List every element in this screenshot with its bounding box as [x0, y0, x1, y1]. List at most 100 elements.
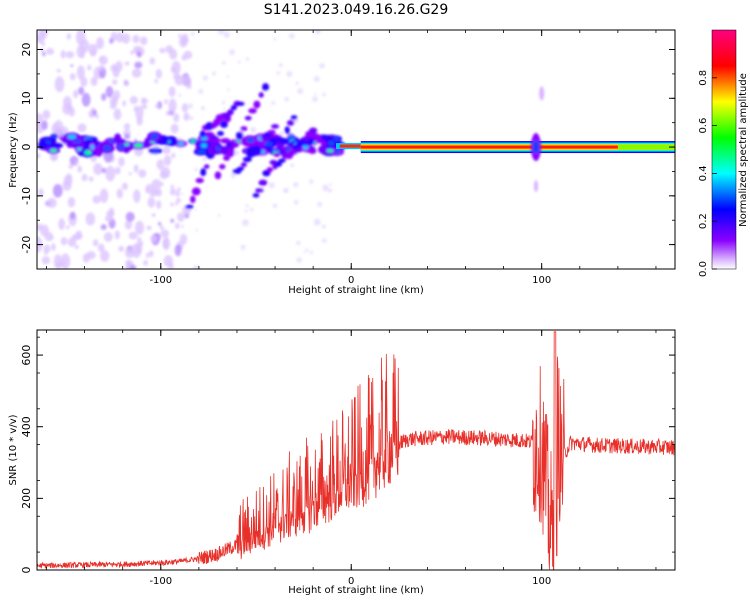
noise-blob	[45, 48, 55, 55]
noise-blob	[327, 188, 333, 193]
noise-blob	[81, 173, 88, 182]
noise-blob	[78, 86, 85, 95]
snr-background	[37, 330, 675, 570]
noise-blob	[304, 250, 307, 254]
noise-blob	[112, 95, 118, 104]
noise-blob	[317, 201, 323, 207]
streak-blob	[258, 92, 264, 98]
noise-blob	[233, 150, 240, 156]
noise-blob	[287, 186, 290, 189]
noise-blob	[309, 179, 314, 184]
noise-blob	[70, 64, 74, 67]
noise-blob	[124, 80, 130, 87]
spectrogram-y-tick-label: 0	[20, 144, 33, 151]
streak-blob	[195, 177, 204, 184]
noise-blob	[164, 99, 168, 105]
noise-blob	[186, 84, 192, 89]
snr-series-line	[37, 331, 675, 570]
streak-blob	[242, 156, 252, 163]
snr-ylabel: SNR (10 * v/v)	[8, 414, 19, 485]
noise-blob	[134, 61, 143, 69]
noise-blob	[60, 253, 71, 269]
streak-blob	[290, 115, 298, 120]
noise-blob	[170, 123, 179, 134]
noise-blob	[155, 103, 159, 109]
noise-blob	[104, 215, 114, 222]
noise-blob	[121, 182, 128, 191]
noise-blob	[101, 167, 107, 173]
noise-blob	[156, 200, 162, 209]
snr-y-tick-label: 200	[20, 488, 33, 509]
noise-blob	[111, 79, 118, 85]
noise-blob	[76, 65, 85, 80]
streak-blob	[309, 127, 318, 134]
noise-blob	[178, 33, 182, 38]
noise-blob	[190, 31, 195, 36]
streak-blob	[244, 115, 252, 121]
noise-blob	[293, 199, 299, 205]
band-core	[90, 144, 95, 150]
streak-blob	[258, 179, 268, 186]
noise-blob	[211, 71, 217, 76]
colorbar-tick-label: 0.4	[698, 165, 709, 181]
noise-blob	[139, 240, 144, 247]
colorbar-ticks: 0.0 0.2 0.4 0.6 0.8	[698, 70, 717, 277]
noise-blob	[136, 51, 142, 58]
snr-xlabel: Height of straight line (km)	[288, 585, 424, 596]
noise-blob	[147, 197, 156, 208]
noise-blob	[138, 169, 147, 178]
noise-blob	[115, 32, 124, 43]
noise-blob	[112, 65, 120, 78]
noise-blob	[180, 224, 185, 229]
streak-blob	[191, 187, 201, 196]
streak-blob	[262, 83, 270, 91]
noise-blob	[143, 259, 148, 266]
carrier-band-core	[360, 145, 675, 149]
noise-blob	[69, 73, 76, 81]
noise-blob	[174, 202, 179, 206]
streak-blob	[220, 120, 228, 129]
smear-blob	[532, 140, 539, 155]
noise-blob	[53, 120, 64, 136]
noise-blob	[163, 155, 172, 166]
noise-blob	[99, 250, 110, 262]
noise-blob	[52, 184, 63, 198]
noise-blob	[43, 251, 48, 255]
noise-blob	[312, 96, 318, 102]
band-core	[190, 139, 196, 143]
noise-blob	[198, 88, 204, 94]
noise-blob	[160, 181, 164, 187]
spectrogram-x-tick-label: 100	[532, 275, 551, 286]
noise-blob	[322, 184, 329, 192]
noise-blob	[123, 123, 131, 131]
band-blob	[220, 137, 231, 144]
noise-blob	[133, 164, 139, 173]
noise-blob	[92, 109, 97, 116]
noise-blob	[125, 248, 135, 259]
noise-blob	[284, 96, 289, 102]
transition-core	[339, 144, 361, 148]
noise-blob	[288, 33, 295, 39]
colorbar-label: Normalized spectral amplitude	[738, 73, 749, 227]
noise-blob	[200, 106, 206, 111]
band-blob	[69, 142, 86, 149]
streak-blob	[203, 164, 210, 169]
noise-blob	[182, 75, 191, 86]
noise-blob	[290, 163, 295, 168]
streak-blob	[273, 152, 280, 158]
noise-blob	[92, 239, 99, 247]
streak-blob	[253, 100, 261, 109]
streak-blob	[248, 108, 257, 114]
noise-blob	[193, 264, 200, 269]
snr-y-tick-label: 0	[20, 567, 33, 574]
noise-blob	[145, 187, 150, 194]
noise-blob	[250, 126, 257, 134]
streak-blob	[275, 161, 283, 167]
noise-blob	[53, 254, 63, 269]
noise-blob	[128, 231, 138, 240]
noise-blob	[51, 243, 56, 251]
noise-blob	[129, 96, 138, 105]
streak-blob	[231, 141, 240, 148]
spectrogram-y-tick-label: 10	[20, 91, 33, 105]
colorbar: 0.0 0.2 0.4 0.6 0.8 Normalized spectral ampl…	[698, 29, 749, 277]
